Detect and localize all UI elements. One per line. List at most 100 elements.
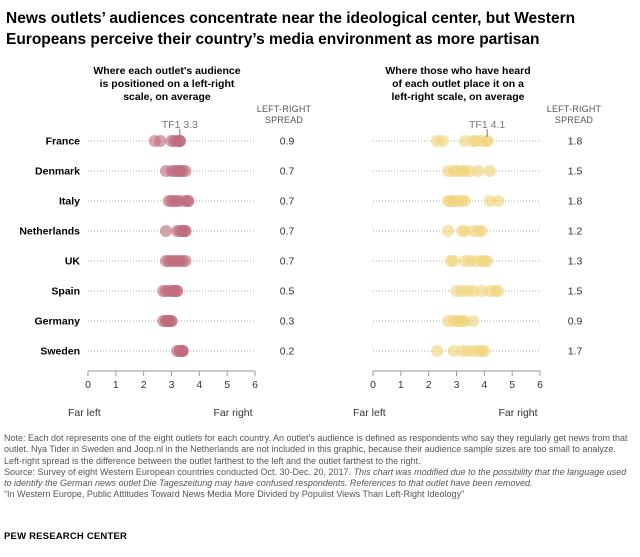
note-text: Note: Each dot represents one of the eig… — [4, 433, 628, 466]
outlet-dot — [154, 135, 167, 147]
x-tick-label: 3 — [169, 379, 175, 391]
outlet-dot — [447, 255, 460, 267]
x-tick-label: 6 — [537, 379, 543, 391]
spread-value: 1.8 — [568, 136, 583, 148]
right-subtitle-line-2: of each outlet place it on a — [392, 78, 524, 90]
outlet-dot — [458, 315, 471, 327]
x-tick-label: 5 — [224, 379, 230, 391]
axis-far-left-label: Far left — [68, 407, 101, 419]
country-label: Netherlands — [19, 226, 80, 238]
outlet-dot — [472, 165, 485, 177]
outlet-dot — [436, 135, 449, 147]
spread-value: 0.7 — [280, 196, 295, 208]
spread-value: 0.7 — [280, 166, 295, 178]
outlet-dot — [483, 165, 496, 177]
spread-value: 1.2 — [568, 226, 583, 238]
left-subtitle-line-2: is positioned on a left-right — [99, 78, 235, 90]
spread-value: 1.5 — [568, 166, 583, 178]
x-tick-label: 2 — [141, 379, 147, 391]
x-tick-label: 0 — [370, 379, 376, 391]
outlet-dot — [442, 225, 455, 237]
outlet-dot — [492, 195, 505, 207]
chart-title: News outlets’ audiences concentrate near… — [6, 10, 576, 48]
country-label: Denmark — [35, 166, 80, 178]
x-tick-label: 1 — [113, 379, 119, 391]
outlet-dot — [159, 225, 172, 237]
outlet-dot — [179, 165, 192, 177]
x-tick-label: 1 — [398, 379, 404, 391]
left-subtitle-line-3: scale, on average — [123, 91, 211, 103]
outlet-dot — [165, 315, 178, 327]
axis-far-right-label: Far right — [498, 407, 537, 419]
dot-plot-chart: France 0.9 Denmark 0.7 Italy 0.7 Netherlands 0.… — [19, 119, 582, 419]
country-label: Spain — [51, 286, 80, 298]
x-tick-label: 3 — [454, 379, 460, 391]
outlet-dot — [179, 255, 192, 267]
outlet-dot — [173, 135, 186, 147]
axis-far-left-label: Far left — [353, 407, 386, 419]
country-label: Sweden — [40, 346, 80, 358]
spread-value: 1.3 — [568, 256, 583, 268]
tf1-annotation-label: TF1 4.1 — [469, 119, 505, 131]
left-spread-header-line-2: SPREAD — [264, 115, 304, 125]
spread-value: 1.8 — [568, 196, 583, 208]
spread-value: 0.7 — [280, 256, 295, 268]
spread-value: 0.9 — [568, 316, 583, 328]
x-tick-label: 5 — [509, 379, 515, 391]
spread-value: 0.2 — [280, 346, 295, 358]
perceived-panel: 1.8 1.5 1.8 1.2 1.3 1.5 0.9 1.7 TF1 4.1 0 1 2 3 4 5 6 Fa… — [353, 119, 582, 419]
country-label: Italy — [59, 196, 80, 208]
x-tick-label: 4 — [196, 379, 202, 391]
outlet-dot — [467, 285, 480, 297]
left-panel-subtitle: Where each outlet's audience is position… — [72, 65, 262, 104]
country-label: France — [46, 136, 81, 148]
left-subtitle-line-1: Where each outlet's audience — [93, 65, 241, 77]
outlet-dot — [179, 225, 192, 237]
modification-text: This chart was modified due to the possi… — [4, 466, 627, 489]
outlet-dot — [182, 195, 195, 207]
right-subtitle-line-1: Where those who have heard — [385, 65, 531, 77]
outlet-dot — [481, 135, 494, 147]
left-spread-header: LEFT-RIGHT SPREAD — [252, 104, 316, 126]
report-title: “In Western Europe, Public Attitudes Tow… — [4, 489, 465, 500]
right-spread-header-line-2: SPREAD — [554, 115, 594, 125]
left-spread-header-line-1: LEFT-RIGHT — [256, 104, 312, 114]
outlet-dot — [483, 195, 496, 207]
country-label: UK — [65, 256, 81, 268]
axis-far-right-label: Far right — [213, 407, 252, 419]
outlet-dot — [176, 345, 189, 357]
country-label: Germany — [34, 316, 80, 328]
outlet-dot — [467, 315, 480, 327]
audience-panel: France 0.9 Denmark 0.7 Italy 0.7 Netherlands 0.… — [19, 119, 294, 419]
outlet-dot — [475, 225, 488, 237]
outlet-dot — [447, 345, 460, 357]
right-panel-subtitle: Where those who have heard of each outle… — [360, 65, 556, 104]
source-text: Source: Survey of eight Western European… — [4, 466, 352, 477]
outlet-dot — [481, 255, 494, 267]
spread-value: 0.7 — [280, 226, 295, 238]
outlet-dot — [458, 135, 471, 147]
outlet-dot — [458, 195, 471, 207]
spread-value: 1.7 — [568, 346, 583, 358]
right-subtitle-line-3: left-right scale, on average — [391, 91, 525, 103]
x-tick-label: 0 — [85, 379, 91, 391]
outlet-dot — [431, 345, 444, 357]
x-tick-label: 2 — [426, 379, 432, 391]
outlet-dot — [492, 285, 505, 297]
chart-notes: Note: Each dot represents one of the eig… — [4, 433, 636, 501]
outlet-dot — [475, 285, 488, 297]
spread-value: 0.3 — [280, 316, 295, 328]
spread-value: 0.5 — [280, 286, 295, 298]
spread-value: 0.9 — [280, 136, 295, 148]
x-tick-label: 4 — [481, 379, 487, 391]
right-spread-header: LEFT-RIGHT SPREAD — [542, 104, 606, 126]
tf1-annotation-label: TF1 3.3 — [162, 119, 198, 131]
outlet-dot — [458, 225, 471, 237]
right-spread-header-line-1: LEFT-RIGHT — [546, 104, 602, 114]
pew-brand: PEW RESEARCH CENTER — [4, 531, 128, 542]
outlet-dot — [171, 285, 184, 297]
outlet-dot — [478, 345, 491, 357]
outlet-dot — [464, 165, 477, 177]
spread-value: 1.5 — [568, 286, 583, 298]
x-tick-label: 6 — [252, 379, 258, 391]
